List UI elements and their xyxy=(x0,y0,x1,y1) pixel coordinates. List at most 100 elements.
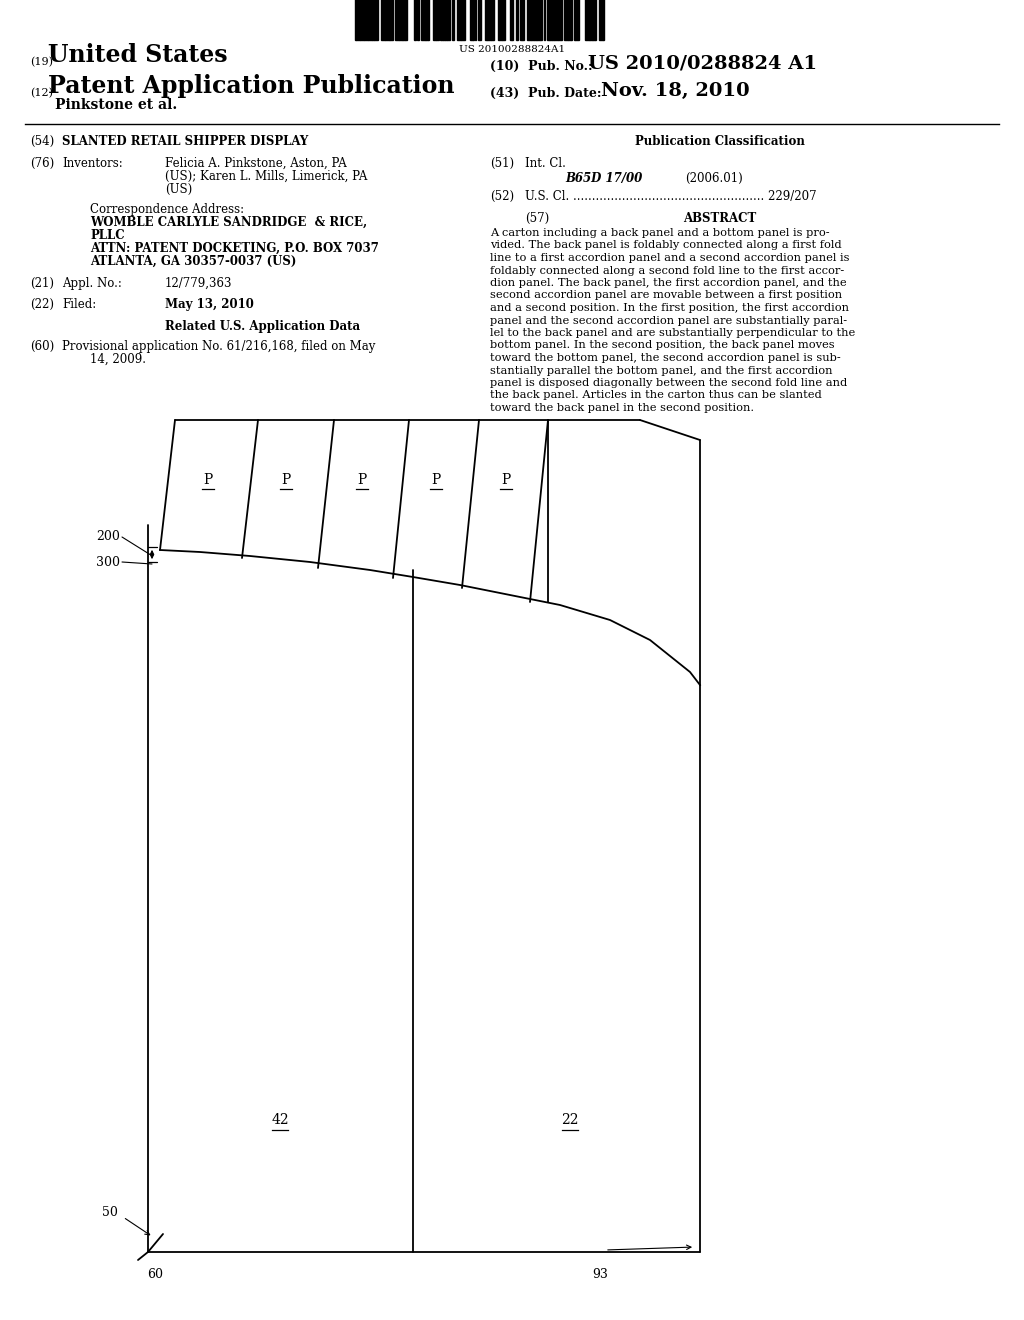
Text: ABSTRACT: ABSTRACT xyxy=(683,213,757,224)
Text: 42: 42 xyxy=(271,1113,289,1127)
Text: lel to the back panel and are substantially perpendicular to the: lel to the back panel and are substantia… xyxy=(490,327,855,338)
Text: Filed:: Filed: xyxy=(62,298,96,312)
Text: toward the back panel in the second position.: toward the back panel in the second posi… xyxy=(490,403,754,413)
Bar xyxy=(389,0,393,40)
Text: (21): (21) xyxy=(30,277,54,290)
Bar xyxy=(395,0,399,40)
Bar xyxy=(519,0,521,40)
Text: (19): (19) xyxy=(30,57,53,67)
Bar xyxy=(599,0,602,40)
Bar xyxy=(602,0,604,40)
Bar xyxy=(575,0,579,40)
Text: Appl. No.:: Appl. No.: xyxy=(62,277,122,290)
Text: WOMBLE CARLYLE SANDRIDGE  & RICE,: WOMBLE CARLYLE SANDRIDGE & RICE, xyxy=(90,216,368,228)
Text: Publication Classification: Publication Classification xyxy=(635,135,805,148)
Text: toward the bottom panel, the second accordion panel is sub-: toward the bottom panel, the second acco… xyxy=(490,352,841,363)
Text: P: P xyxy=(357,473,367,487)
Text: (10)  Pub. No.:: (10) Pub. No.: xyxy=(490,59,593,73)
Bar xyxy=(502,0,505,40)
Text: Pinkstone et al.: Pinkstone et al. xyxy=(55,98,177,112)
Text: the back panel. Articles in the carton thus can be slanted: the back panel. Articles in the carton t… xyxy=(490,391,821,400)
Bar xyxy=(381,0,384,40)
Text: dion panel. The back panel, the first accordion panel, and the: dion panel. The back panel, the first ac… xyxy=(490,279,847,288)
Text: 14, 2009.: 14, 2009. xyxy=(90,352,146,366)
Text: (2006.01): (2006.01) xyxy=(685,172,742,185)
Text: (US): (US) xyxy=(165,183,193,195)
Text: (76): (76) xyxy=(30,157,54,170)
Text: (60): (60) xyxy=(30,341,54,352)
Text: ATTN: PATENT DOCKETING, P.O. BOX 7037: ATTN: PATENT DOCKETING, P.O. BOX 7037 xyxy=(90,242,379,255)
Bar xyxy=(368,0,372,40)
Bar xyxy=(478,0,480,40)
Bar xyxy=(540,0,542,40)
Bar xyxy=(452,0,454,40)
Text: US 2010/0288824 A1: US 2010/0288824 A1 xyxy=(588,55,817,73)
Text: U.S. Cl. ................................................... 229/207: U.S. Cl. ...............................… xyxy=(525,190,816,203)
Text: 60: 60 xyxy=(147,1269,163,1280)
Bar xyxy=(554,0,557,40)
Text: Provisional application No. 61/216,168, filed on May: Provisional application No. 61/216,168, … xyxy=(62,341,376,352)
Bar xyxy=(585,0,589,40)
Text: 300: 300 xyxy=(96,556,120,569)
Bar xyxy=(510,0,512,40)
Text: 200: 200 xyxy=(96,531,120,544)
Text: Related U.S. Application Data: Related U.S. Application Data xyxy=(165,319,360,333)
Text: panel is disposed diagonally between the second fold line and: panel is disposed diagonally between the… xyxy=(490,378,847,388)
Bar xyxy=(521,0,524,40)
Text: Nov. 18, 2010: Nov. 18, 2010 xyxy=(601,82,750,100)
Bar xyxy=(568,0,570,40)
Text: A carton including a back panel and a bottom panel is pro-: A carton including a back panel and a bo… xyxy=(490,228,829,238)
Text: SLANTED RETAIL SHIPPER DISPLAY: SLANTED RETAIL SHIPPER DISPLAY xyxy=(62,135,308,148)
Text: vided. The back panel is foldably connected along a first fold: vided. The back panel is foldably connec… xyxy=(490,240,842,251)
Bar xyxy=(550,0,552,40)
Bar xyxy=(374,0,378,40)
Bar xyxy=(461,0,465,40)
Text: United States: United States xyxy=(48,44,227,67)
Bar xyxy=(534,0,536,40)
Bar xyxy=(589,0,590,40)
Bar xyxy=(384,0,388,40)
Bar xyxy=(442,0,444,40)
Bar xyxy=(537,0,540,40)
Bar xyxy=(421,0,425,40)
Text: (43)  Pub. Date:: (43) Pub. Date: xyxy=(490,87,601,100)
Bar xyxy=(552,0,554,40)
Bar xyxy=(417,0,419,40)
Text: May 13, 2010: May 13, 2010 xyxy=(165,298,254,312)
Bar xyxy=(490,0,494,40)
Bar xyxy=(527,0,531,40)
Bar xyxy=(432,0,436,40)
Bar xyxy=(457,0,461,40)
Bar xyxy=(436,0,438,40)
Bar xyxy=(593,0,595,40)
Text: B65D 17/00: B65D 17/00 xyxy=(565,172,642,185)
Bar xyxy=(444,0,446,40)
Text: Inventors:: Inventors: xyxy=(62,157,123,170)
Text: ATLANTA, GA 30357-0037 (US): ATLANTA, GA 30357-0037 (US) xyxy=(90,255,296,268)
Text: (57): (57) xyxy=(525,213,549,224)
Bar xyxy=(414,0,416,40)
Bar xyxy=(360,0,364,40)
Bar xyxy=(592,0,593,40)
Text: (22): (22) xyxy=(30,298,54,312)
Bar xyxy=(427,0,429,40)
Bar xyxy=(470,0,472,40)
Bar xyxy=(564,0,568,40)
Text: bottom panel. In the second position, the back panel moves: bottom panel. In the second position, th… xyxy=(490,341,835,351)
Bar xyxy=(484,0,487,40)
Text: Correspondence Address:: Correspondence Address: xyxy=(90,203,244,216)
Bar xyxy=(557,0,561,40)
Text: P: P xyxy=(431,473,440,487)
Text: 93: 93 xyxy=(592,1269,608,1280)
Bar xyxy=(402,0,404,40)
Text: (US); Karen L. Mills, Limerick, PA: (US); Karen L. Mills, Limerick, PA xyxy=(165,170,368,183)
Bar xyxy=(356,0,360,40)
Bar xyxy=(531,0,534,40)
Bar xyxy=(590,0,592,40)
Text: 12/779,363: 12/779,363 xyxy=(165,277,232,290)
Text: (51): (51) xyxy=(490,157,514,170)
Bar xyxy=(426,0,427,40)
Text: P: P xyxy=(502,473,511,487)
Bar xyxy=(399,0,401,40)
Text: Felicia A. Pinkstone, Aston, PA: Felicia A. Pinkstone, Aston, PA xyxy=(165,157,347,170)
